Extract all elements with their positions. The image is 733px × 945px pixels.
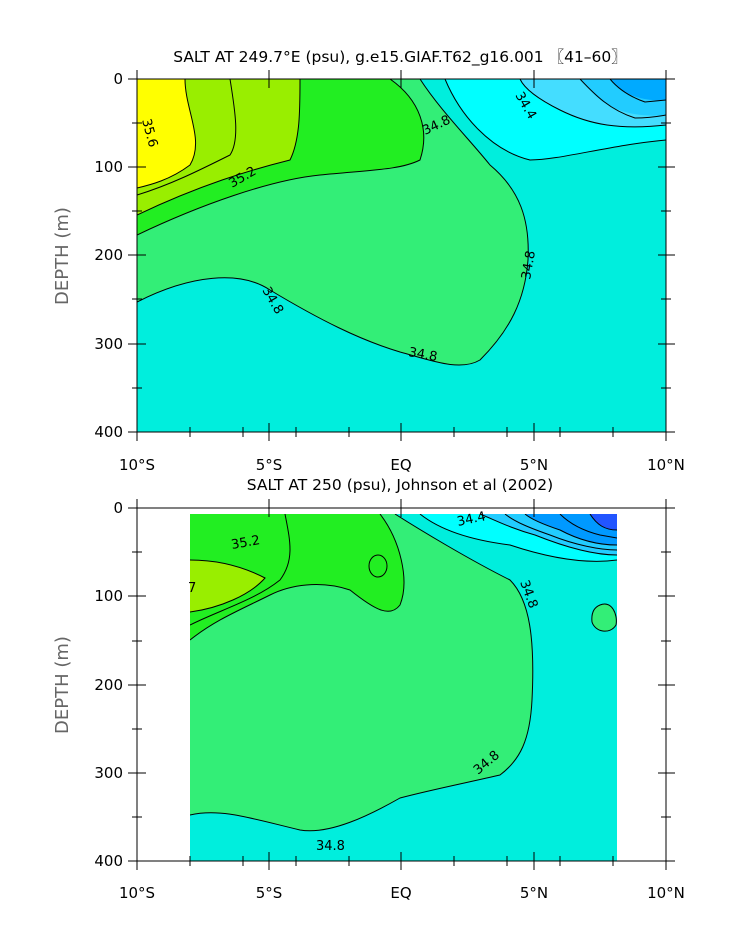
top-label-34.8-b: 34.8 xyxy=(519,250,539,281)
top-plot-area xyxy=(137,79,666,432)
bottom-ytick-200: 200 xyxy=(94,676,123,694)
bottom-ylabel: DEPTH (m) xyxy=(52,636,73,734)
top-ytick-100: 100 xyxy=(94,158,123,176)
top-label-35.6: 35.6 xyxy=(138,117,160,149)
top-ylabel: DEPTH (m) xyxy=(52,207,73,305)
top-ytick-200: 200 xyxy=(94,246,123,264)
bottom-ytick-300: 300 xyxy=(94,764,123,782)
bottom-ytick-0: 0 xyxy=(113,499,123,517)
bottom-contour-35.1 xyxy=(190,514,291,626)
top-ytick-300: 300 xyxy=(94,335,123,353)
top-title: SALT AT 249.7°E (psu), g.e15.GIAF.T62_g1… xyxy=(173,48,627,67)
bottom-xtick-10N: 10°N xyxy=(647,884,685,902)
bottom-fill-yellowgreen xyxy=(190,560,265,612)
bottom-xtick-5S: 5°S xyxy=(256,884,283,902)
top-ytick-400: 400 xyxy=(94,423,123,441)
top-contour-35.6 xyxy=(137,79,197,189)
top-xtick-5S: 5°S xyxy=(256,456,283,474)
bottom-xtick-10S: 10°S xyxy=(119,884,155,902)
bottom-label-34.8-c: 34.8 xyxy=(316,839,345,854)
bottom-fill-blue xyxy=(525,514,617,545)
top-x-ticks xyxy=(136,70,667,441)
top-xtick-10S: 10°S xyxy=(119,456,155,474)
top-xtick-5N: 5°N xyxy=(520,456,548,474)
top-panel: SALT AT 249.7°E (psu), g.e15.GIAF.T62_g1… xyxy=(52,48,685,474)
bottom-ytick-100: 100 xyxy=(94,587,123,605)
top-contour-35.2 xyxy=(137,79,301,216)
top-contour-34.6 xyxy=(444,79,666,161)
bottom-contour-35.0 xyxy=(190,514,405,641)
bottom-contour-34.8 xyxy=(190,514,534,832)
top-ytick-0: 0 xyxy=(113,70,123,88)
bottom-label-partial: 7 xyxy=(188,581,196,596)
bottom-title: SALT AT 250 (psu), Johnson et al (2002) xyxy=(247,476,553,494)
top-contour-35.0 xyxy=(137,79,425,236)
top-contour-34.2 xyxy=(579,79,666,119)
bottom-panel: SALT AT 250 (psu), Johnson et al (2002) xyxy=(52,476,685,902)
top-contour-34.0 xyxy=(609,79,666,103)
bottom-contour-34.2 xyxy=(524,514,617,546)
top-contour-35.4 xyxy=(137,79,237,196)
bottom-fill-blob-2 xyxy=(591,604,617,632)
bottom-xtick-5N: 5°N xyxy=(520,884,548,902)
bottom-contour-34.1 xyxy=(559,514,617,539)
bottom-contour-34.6 xyxy=(419,514,617,562)
bottom-contour-blob xyxy=(368,554,388,578)
bottom-fill-darkblue xyxy=(590,514,617,530)
bottom-x-ticks xyxy=(136,499,667,870)
bottom-fill-green xyxy=(190,514,404,640)
bottom-fill-blob xyxy=(369,555,387,577)
top-xtick-10N: 10°N xyxy=(647,456,685,474)
bottom-label-34.4: 34.4 xyxy=(456,509,487,530)
top-fill-yellow xyxy=(137,79,196,188)
bottom-ytick-400: 400 xyxy=(94,852,123,870)
bottom-contour-35.2 xyxy=(190,559,266,613)
bottom-contour-blob-2 xyxy=(591,603,617,632)
bottom-contour-34.4 xyxy=(479,514,617,556)
top-contour-34.8 xyxy=(137,79,529,366)
bottom-contour-34.3 xyxy=(504,514,617,551)
bottom-fill-lightgreen xyxy=(190,514,533,831)
bottom-plot-area xyxy=(190,514,617,861)
bottom-xtick-EQ: EQ xyxy=(390,884,411,902)
top-xtick-EQ: EQ xyxy=(390,456,411,474)
bottom-contour-34.0 xyxy=(589,514,617,531)
top-fill-blue-2 xyxy=(610,79,666,101)
bottom-label-35.2: 35.2 xyxy=(230,533,261,553)
top-label-34.8-d: 34.8 xyxy=(407,345,438,365)
top-contour-34.4 xyxy=(519,79,666,128)
